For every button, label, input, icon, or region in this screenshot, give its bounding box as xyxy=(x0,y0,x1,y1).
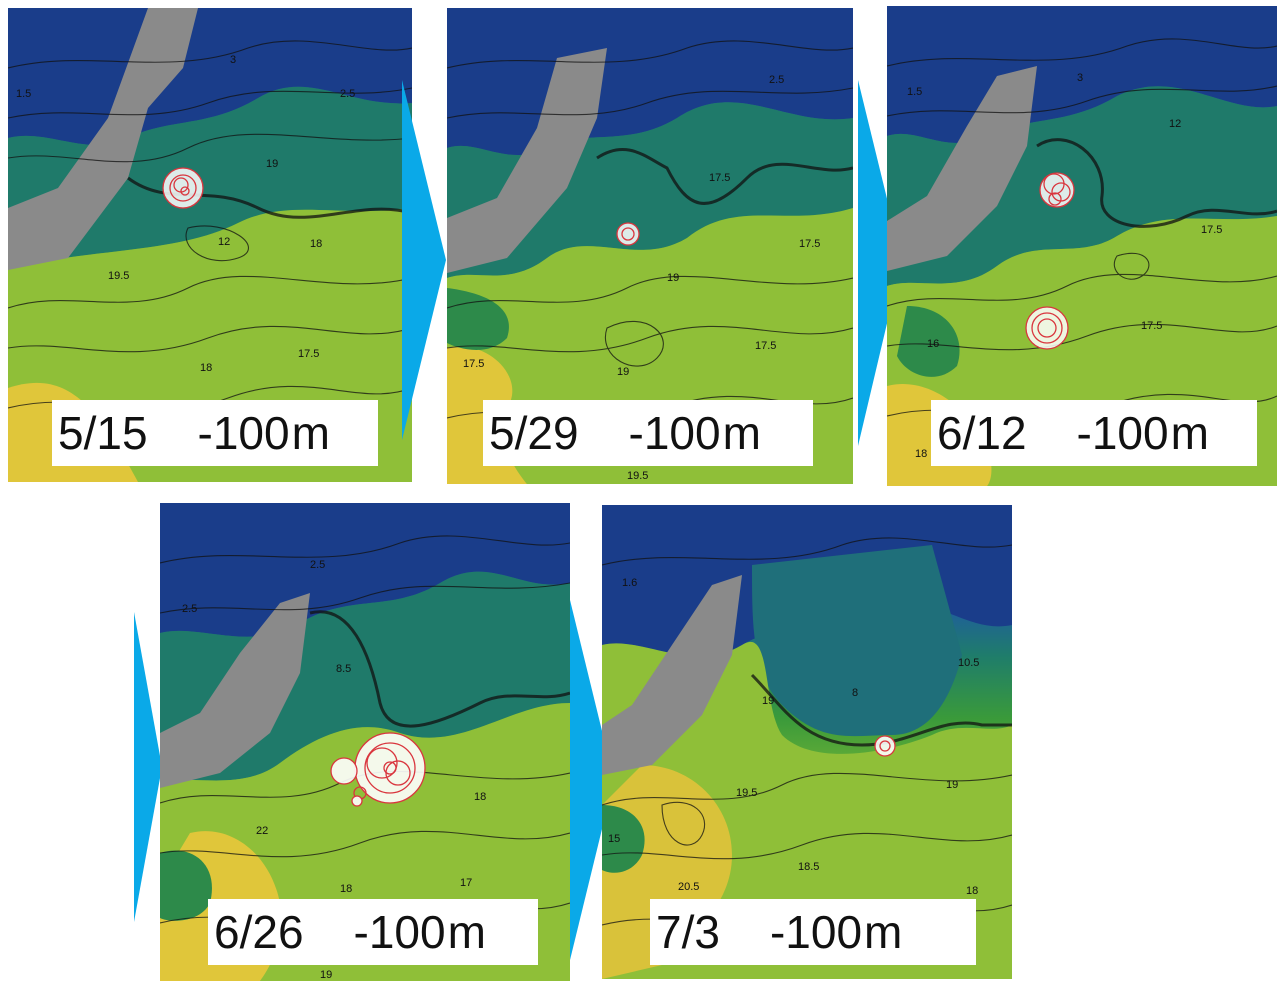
arrow-right-icon xyxy=(402,80,446,440)
eddy-marker-icon xyxy=(162,167,204,209)
date-depth-label: 6/12 -100 m xyxy=(931,400,1257,466)
contour-label: 19 xyxy=(946,779,959,791)
map-panel-3: 1.5 3 12 17.5 17.5 16 18 6/12 -100 m xyxy=(887,6,1277,486)
unit-text: m xyxy=(447,906,486,958)
contour-label: 17.5 xyxy=(1201,224,1223,236)
unit-text: m xyxy=(1170,407,1209,459)
contour-label: 19 xyxy=(762,695,775,707)
unit-text: m xyxy=(864,906,903,958)
map-panel-5: 1.6 19 8 10.5 19 19.5 18.5 20.5 18 15 7/… xyxy=(602,505,1012,979)
contour-label: 17.5 xyxy=(1141,320,1163,332)
contour-label: 1.5 xyxy=(16,88,32,100)
contour-label: 19.5 xyxy=(627,470,649,482)
date-text: 6/26 xyxy=(214,906,304,958)
contour-label: 18 xyxy=(200,362,213,374)
depth-text: -100 xyxy=(1076,407,1169,459)
contour-label: 3 xyxy=(230,54,237,66)
contour-label: 2.5 xyxy=(769,74,785,86)
contour-label: 19 xyxy=(667,272,680,284)
contour-label: 10.5 xyxy=(958,657,980,669)
contour-label: 18 xyxy=(310,238,323,250)
eddy-marker-icon xyxy=(616,222,640,246)
contour-label: 12 xyxy=(218,236,231,248)
contour-label: 2.5 xyxy=(310,559,326,571)
contour-label: 19 xyxy=(617,366,630,378)
map-panel-1: 3 2.5 1.5 19 18 19.5 18 17.5 12 5/15 -10… xyxy=(8,8,412,482)
date-depth-label: 5/15 -100 m xyxy=(52,400,378,466)
contour-label: 17.5 xyxy=(709,172,731,184)
contour-label: 19.5 xyxy=(108,270,130,282)
date-depth-label: 6/26 -100 m xyxy=(208,899,538,965)
depth-text: -100 xyxy=(353,906,446,958)
contour-label: 17.5 xyxy=(298,348,320,360)
map-panel-4: 2.5 2.5 8.5 18 22 18 17 19 6/26 -100 m xyxy=(160,503,570,981)
contour-label: 2.5 xyxy=(182,603,198,615)
date-text: 5/29 xyxy=(489,407,579,459)
contour-label: 19 xyxy=(320,969,333,981)
eddy-marker-icon xyxy=(1025,306,1069,350)
map-panel-2: 2.5 17.5 17.5 19 19 17.5 17.5 19.5 5/29 … xyxy=(447,8,853,484)
arrow-right-icon xyxy=(570,600,614,960)
date-depth-label: 5/29 -100 m xyxy=(483,400,813,466)
contour-label: 18 xyxy=(915,448,928,460)
contour-label: 18 xyxy=(340,883,353,895)
contour-label: 15 xyxy=(608,833,621,845)
date-text: 6/12 xyxy=(937,407,1027,459)
unit-text: m xyxy=(722,407,761,459)
contour-label: 19 xyxy=(266,158,279,170)
arrow-right-icon xyxy=(134,612,162,922)
date-depth-label: 7/3 -100 m xyxy=(650,899,976,965)
contour-label: 8.5 xyxy=(336,663,352,675)
depth-text: -100 xyxy=(197,407,290,459)
contour-label: 12 xyxy=(1169,118,1182,130)
eddy-marker-icon xyxy=(330,732,426,807)
eddy-marker-icon xyxy=(1039,172,1075,208)
contour-label: 19.5 xyxy=(736,787,758,799)
contour-label: 1.5 xyxy=(907,86,923,98)
contour-label: 20.5 xyxy=(678,881,700,893)
contour-label: 18 xyxy=(966,885,979,897)
contour-label: 22 xyxy=(256,825,269,837)
contour-label: 18 xyxy=(474,791,487,803)
depth-text: -100 xyxy=(769,906,863,958)
arrow-right-icon xyxy=(858,80,902,446)
contour-label: 8 xyxy=(852,687,859,699)
contour-label: 16 xyxy=(927,338,940,350)
depth-text: -100 xyxy=(628,407,721,459)
date-text: 5/15 xyxy=(58,407,148,459)
contour-label: 1.6 xyxy=(622,577,638,589)
contour-label: 17.5 xyxy=(799,238,821,250)
contour-label: 3 xyxy=(1077,72,1084,84)
contour-label: 17 xyxy=(460,877,473,889)
contour-label: 18.5 xyxy=(798,861,820,873)
contour-label: 17.5 xyxy=(463,358,485,370)
date-text: 7/3 xyxy=(656,906,720,958)
contour-label: 17.5 xyxy=(755,340,777,352)
eddy-marker-icon xyxy=(874,735,896,757)
unit-text: m xyxy=(291,407,330,459)
contour-label: 2.5 xyxy=(340,88,356,100)
